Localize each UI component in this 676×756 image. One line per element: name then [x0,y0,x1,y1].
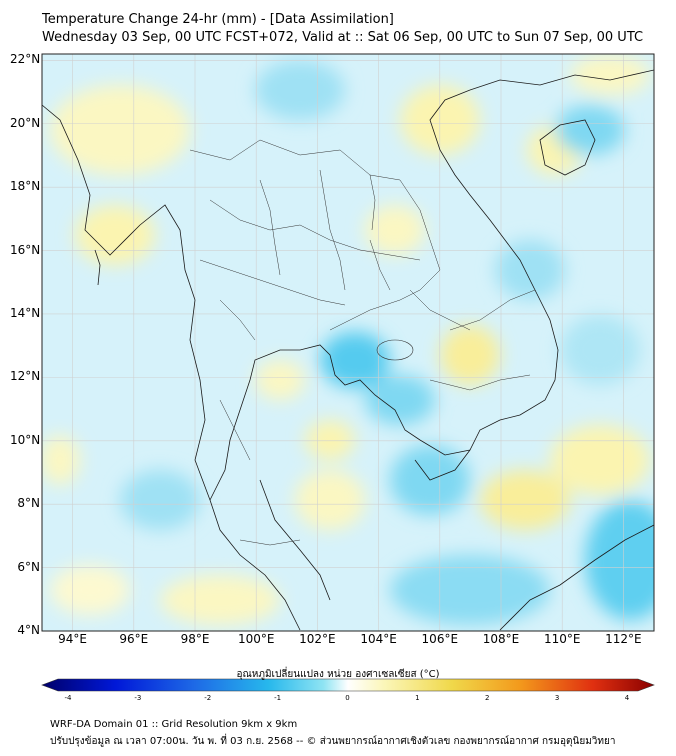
lat-tick-label: 20°N [10,115,41,130]
map-field [42,54,654,631]
lat-tick-label: 16°N [10,242,41,257]
lat-tick-label: 6°N [17,559,40,574]
footer-credit: ปรับปรุงข้อมูล ณ เวลา 07:00น. วัน พ. ที่… [50,736,616,747]
colorbar-tick-label: -1 [274,694,282,702]
chart-subtitle: Wednesday 03 Sep, 00 UTC FCST+072, Valid… [42,30,644,45]
colorbar-tick-label: 0 [345,694,350,702]
chart-title: Temperature Change 24-hr (mm) - [Data As… [42,12,394,27]
lat-tick-label: 10°N [10,432,41,447]
colorbar-tick-label: -4 [64,694,72,702]
province-borders [189,139,536,546]
lon-tick-label: 112°E [605,632,642,646]
colorbar-label: อุณหภูมิเปลี่ยนแปลง หน่วย องศาเซลเซียส (… [236,669,440,680]
lat-tick-label: 8°N [17,496,40,511]
lat-tick-label: 14°N [10,305,41,320]
lon-tick-label: 110°E [543,632,581,646]
lon-tick-label: 96°E [119,632,149,646]
colorbar-tick-label: 4 [624,694,630,702]
graticule [42,54,654,631]
colorbar-tick-label: 2 [485,694,490,702]
temperature-shading [42,55,654,625]
lon-tick-label: 94°E [58,632,88,646]
colorbar [41,678,655,692]
lon-tick-label: 104°E [360,632,397,646]
lon-tick-label: 102°E [299,632,336,646]
colorbar-tick-label: -2 [204,694,212,702]
colorbar-tick-label: -3 [134,694,142,702]
lon-tick-label: 98°E [180,632,210,646]
lat-tick-label: 18°N [10,179,41,194]
lat-tick-label: 4°N [17,623,40,637]
colorbar-tick-label: 3 [554,694,560,702]
colorbar-tick-label: 1 [415,694,420,702]
lon-tick-label: 106°E [421,632,459,646]
footer-model-info: WRF-DA Domain 01 :: Grid Resolution 9km … [50,719,298,730]
map-frame [41,53,655,632]
lat-tick-label: 12°N [10,369,41,384]
lon-tick-label: 100°E [237,632,275,646]
coastlines [42,69,654,631]
lat-tick-label: 22°N [10,52,41,67]
lon-tick-label: 108°E [482,632,520,646]
